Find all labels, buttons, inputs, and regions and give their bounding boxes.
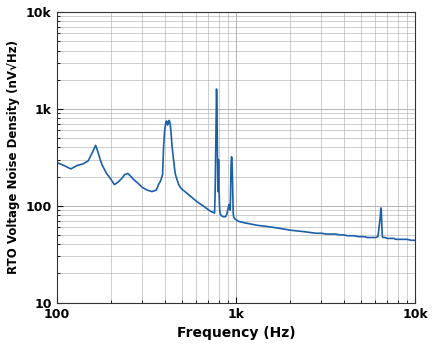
- X-axis label: Frequency (Hz): Frequency (Hz): [176, 326, 295, 340]
- Y-axis label: RTO Voltage Noise Density (nV√Hz): RTO Voltage Noise Density (nV√Hz): [7, 40, 20, 274]
